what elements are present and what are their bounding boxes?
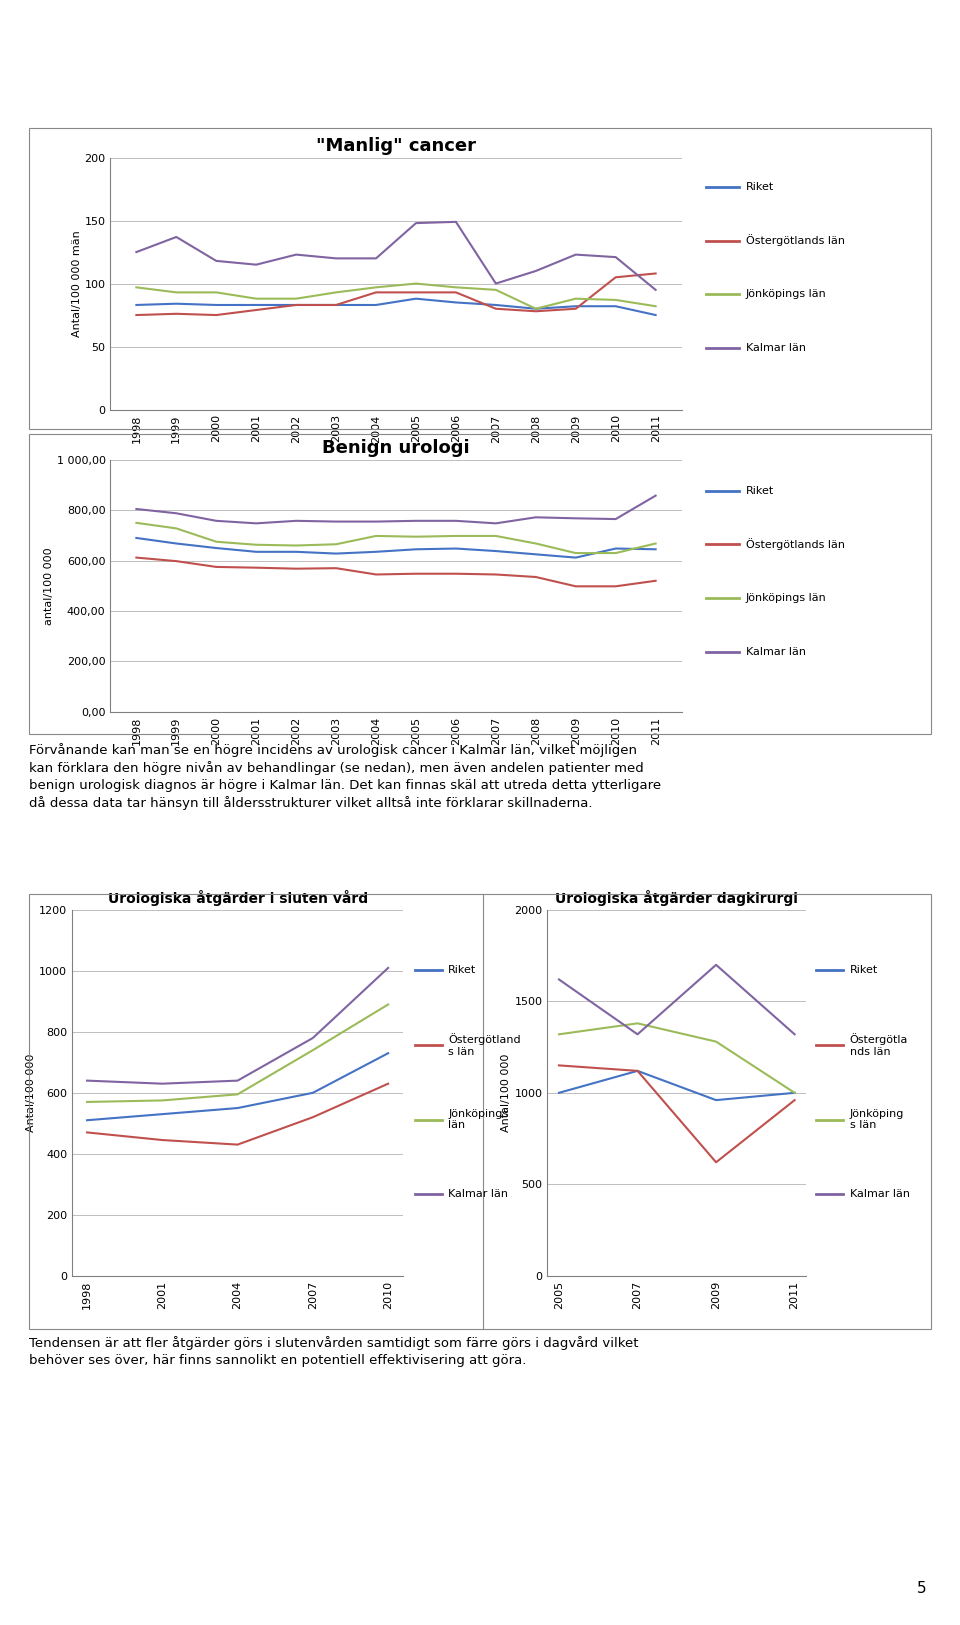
Text: Jönköpings
län: Jönköpings län — [448, 1108, 509, 1131]
Text: Riket: Riket — [746, 182, 774, 192]
Text: Östergötlands län: Östergötlands län — [746, 234, 845, 247]
Text: Östergötland
s län: Östergötland s län — [448, 1034, 521, 1056]
Text: Förvånande kan man se en högre incidens av urologisk cancer i Kalmar län, vilket: Förvånande kan man se en högre incidens … — [29, 743, 660, 811]
Text: Östergötlands län: Östergötlands län — [746, 538, 845, 551]
Title: Urologiska åtgärder i sluten vård: Urologiska åtgärder i sluten vård — [108, 891, 368, 907]
Text: Tendensen är att fler åtgärder görs i slutenvården samtidigt som färre görs i da: Tendensen är att fler åtgärder görs i sl… — [29, 1336, 638, 1367]
Text: Kalmar län: Kalmar län — [746, 343, 806, 353]
Text: Riket: Riket — [746, 486, 774, 496]
Y-axis label: Antal/100 000: Antal/100 000 — [501, 1053, 512, 1133]
Y-axis label: Antal/100 000 män: Antal/100 000 män — [72, 231, 82, 336]
Title: Urologiska åtgärder dagkirurgi: Urologiska åtgärder dagkirurgi — [556, 891, 798, 907]
Text: Kalmar län: Kalmar län — [746, 647, 806, 656]
Text: Kalmar län: Kalmar län — [850, 1190, 910, 1199]
Text: Kalmar län: Kalmar län — [448, 1190, 509, 1199]
Text: Riket: Riket — [850, 965, 877, 975]
Y-axis label: Antal/100 000: Antal/100 000 — [26, 1053, 36, 1133]
Text: Östergötla
nds län: Östergötla nds län — [850, 1034, 908, 1056]
Text: Riket: Riket — [448, 965, 476, 975]
Text: Jönköpings län: Jönköpings län — [746, 289, 827, 299]
Text: Jönköpings län: Jönköpings län — [746, 593, 827, 603]
Text: Jönköping
s län: Jönköping s län — [850, 1108, 904, 1131]
Title: "Manlig" cancer: "Manlig" cancer — [316, 136, 476, 154]
Title: Benign urologi: Benign urologi — [323, 439, 469, 457]
Y-axis label: antal/100 000: antal/100 000 — [44, 548, 54, 624]
Text: 5: 5 — [917, 1581, 926, 1596]
